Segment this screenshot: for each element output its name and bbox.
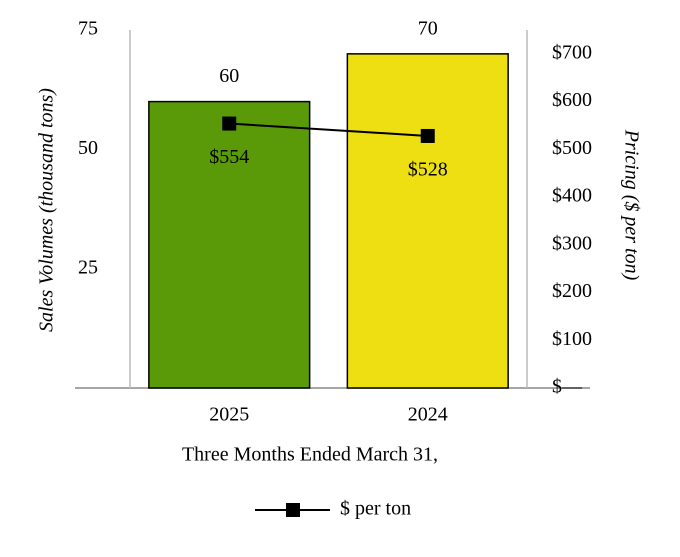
y2-tick-label: $700 <box>552 41 592 63</box>
x-tick-label: 2025 <box>209 404 249 426</box>
x-tick-label: 2024 <box>408 404 448 426</box>
y2-tick-label: $— <box>552 376 583 398</box>
legend-label: $ per ton <box>340 498 411 520</box>
y2-tick-label: $500 <box>552 137 592 159</box>
bar <box>148 100 311 389</box>
line-value-label: $554 <box>209 146 249 168</box>
y-tick-label: 75 <box>78 18 98 40</box>
y-axis-label: Sales Volumes (thousand tons) <box>36 88 58 332</box>
x-axis-label: Three Months Ended March 31, <box>182 444 438 466</box>
line-value-label: $528 <box>408 159 448 181</box>
y2-tick-label: $100 <box>552 328 592 350</box>
y-tick-label: 50 <box>78 137 98 159</box>
bar-value-label: 60 <box>219 65 239 87</box>
line-marker <box>222 116 237 131</box>
y2-tick-label: $400 <box>552 185 592 207</box>
bar <box>346 53 509 389</box>
bar-value-label: 70 <box>418 17 438 39</box>
y2-tick-label: $300 <box>552 232 592 254</box>
y2-axis-label: Pricing ($ per ton) <box>620 129 642 281</box>
y2-tick-label: $600 <box>552 89 592 111</box>
line-marker <box>420 128 435 143</box>
y-tick-label: 25 <box>78 256 98 278</box>
y2-tick-label: $200 <box>552 280 592 302</box>
legend-marker <box>286 503 300 517</box>
line <box>229 122 428 137</box>
